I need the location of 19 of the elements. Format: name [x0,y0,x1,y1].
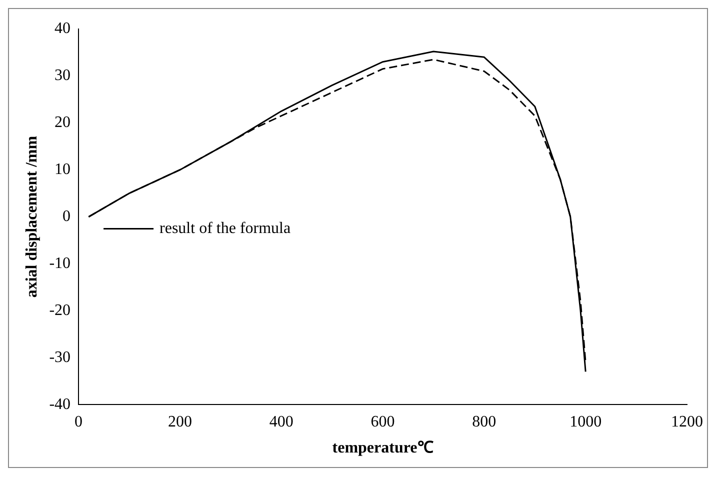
y-tick-label: 0 [62,208,71,226]
y-tick-label: -10 [49,254,71,272]
y-tick-label: -40 [49,396,71,413]
y-tick-label: 10 [54,161,71,178]
legend-label: result of the formula [160,220,291,238]
y-tick-label: -30 [49,348,71,366]
x-tick-label: 800 [472,413,496,430]
y-tick-label: 30 [54,67,71,84]
y-axis-title: axial displacement /mm [24,135,41,298]
y-tick-label: -20 [49,302,71,319]
x-tick-label: 1000 [570,413,602,430]
x-tick-label: 400 [269,413,294,430]
x-axis-title: temperature℃ [332,440,434,457]
x-tick-label: 1200 [671,413,703,430]
y-tick-label: 20 [54,114,71,132]
x-tick-label: 200 [168,413,192,430]
x-tick-label: 600 [370,413,395,430]
y-tick-label: 40 [54,20,71,38]
x-tick-label: 0 [74,413,83,430]
